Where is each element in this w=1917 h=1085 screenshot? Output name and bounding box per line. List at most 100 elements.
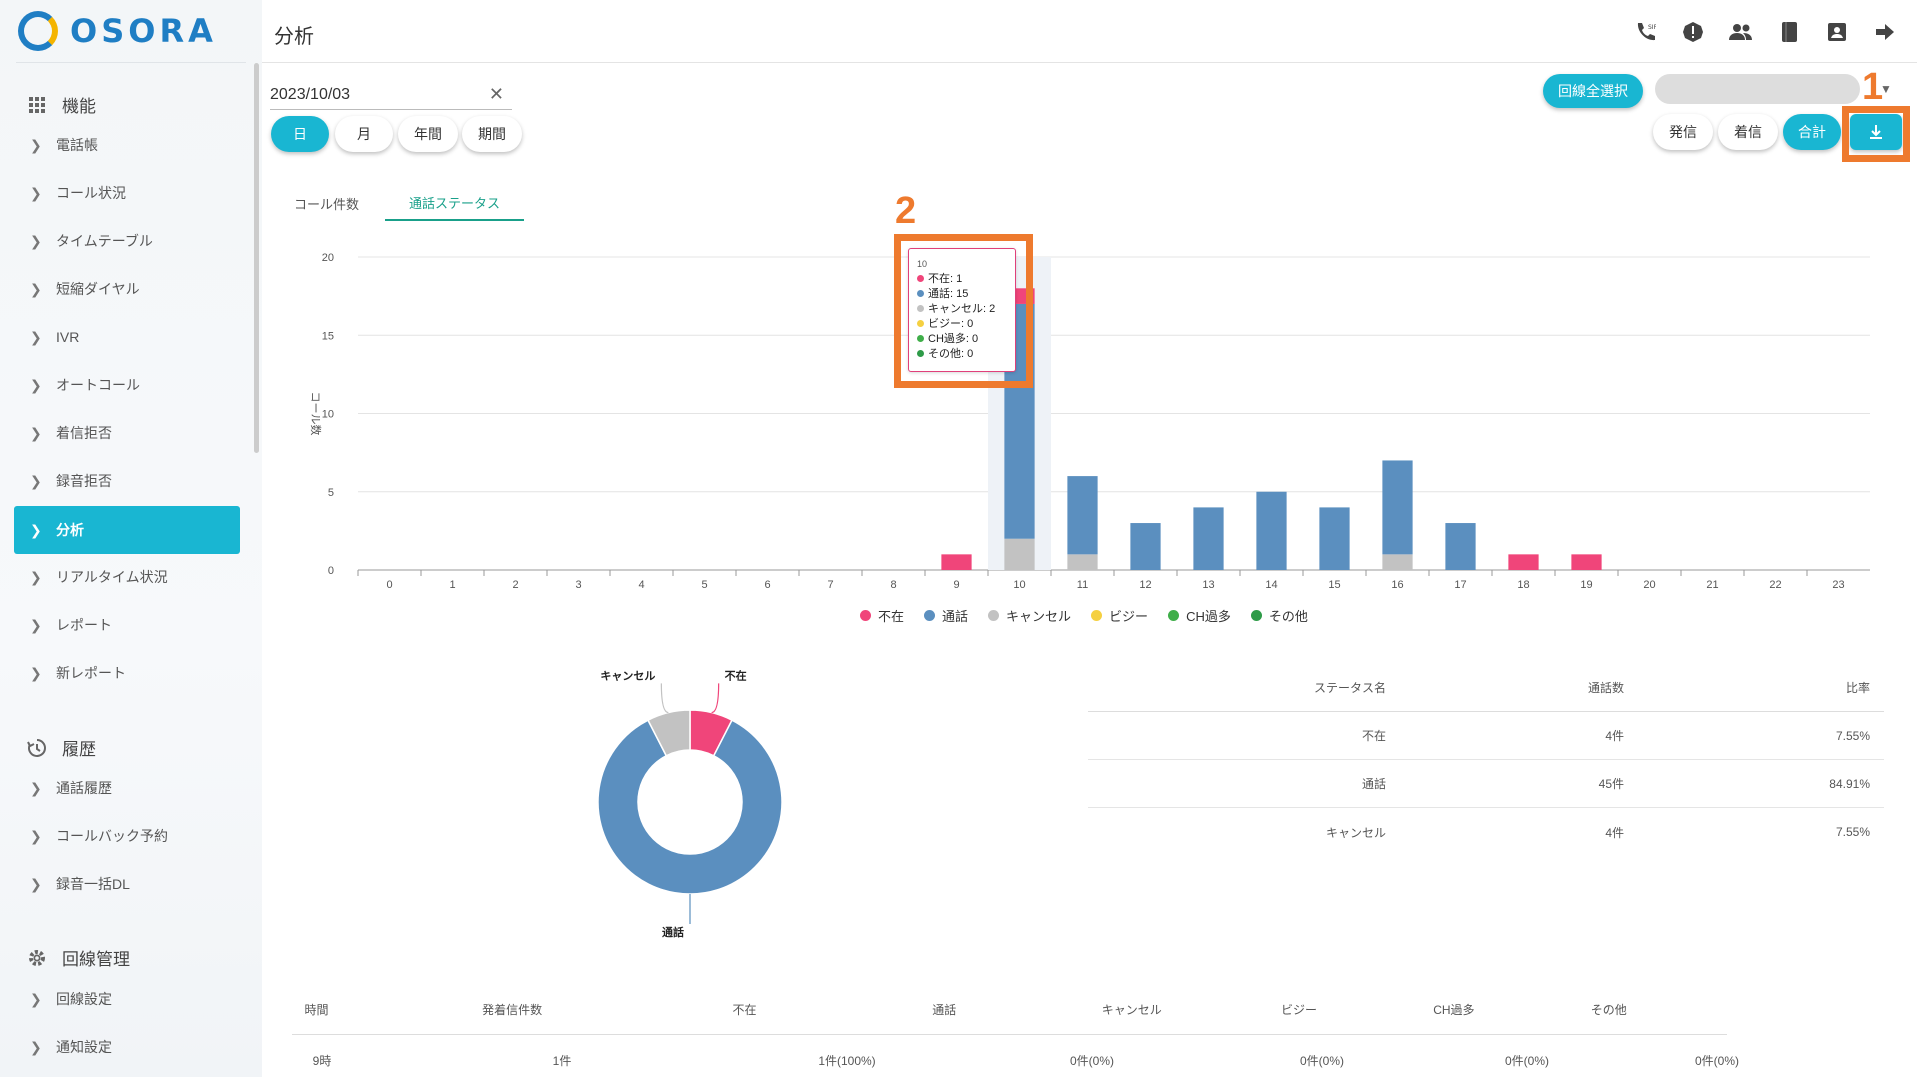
tab-call-status[interactable]: 通話ステータス — [385, 185, 525, 221]
period-month-button[interactable]: 月 — [335, 116, 393, 152]
bar-segment[interactable] — [1445, 523, 1476, 570]
sidebar-item-realtime[interactable]: ❯ リアルタイム状況 — [14, 553, 240, 601]
other-dot-icon — [917, 350, 924, 357]
legend-item-cancel[interactable]: キャンセル — [988, 606, 1071, 625]
clear-icon[interactable]: ✕ — [488, 84, 504, 104]
sidebar-item-autocall[interactable]: ❯ オートコール — [14, 361, 240, 409]
sidebar-item-phonebook[interactable]: ❯ 電話帳 — [14, 121, 240, 169]
sidebar-item-incoming-block[interactable]: ❯ 着信拒否 — [14, 409, 240, 457]
highlight-box-2 — [894, 234, 1033, 388]
chevron-down-icon[interactable]: ▼ — [1880, 82, 1892, 96]
chevron-right-icon: ❯ — [30, 424, 42, 441]
bar-segment[interactable] — [1130, 523, 1161, 570]
sidebar-item-speed-dial[interactable]: ❯ 短縮ダイヤル — [14, 265, 240, 313]
chevron-right-icon: ❯ — [30, 136, 42, 153]
incoming-button[interactable]: 着信 — [1718, 114, 1778, 150]
sidebar-item-ivr[interactable]: ❯ IVR — [14, 313, 240, 361]
sidebar-scrollbar[interactable] — [254, 63, 259, 453]
legend-item-absent[interactable]: 不在 — [860, 606, 904, 625]
sidebar-item-report[interactable]: ❯ レポート — [14, 601, 240, 649]
chevron-right-icon: ❯ — [30, 568, 42, 585]
total-button[interactable]: 合計 — [1783, 114, 1841, 150]
contact-icon[interactable] — [1823, 18, 1851, 46]
date-input[interactable]: 2023/10/03 ✕ — [270, 80, 512, 110]
chart-legend: 不在 通話 キャンセル ビジー CH過多 その他 — [860, 606, 1308, 625]
period-year-button[interactable]: 年間 — [398, 116, 458, 152]
sidebar-item-label: 通知設定 — [56, 1039, 112, 1055]
sidebar-item-notify-settings[interactable]: ❯ 通知設定 — [14, 1023, 240, 1071]
chevron-right-icon: ❯ — [30, 827, 42, 844]
tooltip-hour: 10 — [917, 259, 928, 269]
x-tick-label: 5 — [701, 579, 707, 591]
outgoing-button[interactable]: 発信 — [1653, 114, 1713, 150]
sidebar-item-call-history[interactable]: ❯ 通話履歴 — [14, 764, 240, 812]
bar-segment[interactable] — [1067, 554, 1098, 570]
x-tick-label: 19 — [1580, 579, 1592, 591]
x-tick-label: 6 — [764, 579, 770, 591]
sidebar-item-analysis[interactable]: ❯ 分析 — [14, 506, 240, 554]
sidebar-item-label: 分析 — [56, 522, 84, 538]
sidebar-item-new-report[interactable]: ❯ 新レポート — [14, 649, 240, 697]
donut-slice[interactable] — [597, 719, 783, 895]
sidebar-item-label: 着信拒否 — [56, 425, 112, 441]
download-icon — [1870, 125, 1882, 139]
bar-segment[interactable] — [1067, 476, 1098, 555]
bar-segment[interactable] — [1508, 554, 1539, 570]
top-header: 分析 SIP — [262, 0, 1917, 63]
svg-text:SIP: SIP — [1648, 24, 1656, 31]
osora-logo[interactable]: OSORA — [18, 10, 217, 52]
legend-item-busy[interactable]: ビジー — [1091, 606, 1148, 625]
select-all-lines-button[interactable]: 回線全選択 — [1543, 74, 1643, 108]
donut-label: 不在 — [725, 668, 747, 682]
talk-dot-icon — [917, 290, 924, 297]
period-range-button[interactable]: 期間 — [462, 116, 522, 152]
absent-dot-icon — [917, 275, 924, 282]
sidebar: OSORA 機能 ❯ 電話帳 ❯ コール状況 ❯ タイムテーブル ❯ 短縮ダイヤル ❯ I… — [0, 0, 262, 1077]
legend-item-ch-over[interactable]: CH過多 — [1168, 606, 1231, 625]
sidebar-item-line-settings[interactable]: ❯ 回線設定 — [14, 975, 240, 1023]
sidebar-item-record-block[interactable]: ❯ 録音拒否 — [14, 457, 240, 505]
sidebar-item-timetable[interactable]: ❯ タイムテーブル — [14, 217, 240, 265]
bar-segment[interactable] — [941, 554, 972, 570]
logout-icon[interactable] — [1871, 18, 1899, 46]
sidebar-item-bulk-dl[interactable]: ❯ 録音一括DL — [14, 860, 240, 908]
tab-call-count[interactable]: コール件数 — [294, 196, 360, 212]
sidebar-divider — [16, 62, 246, 63]
line-select[interactable] — [1655, 74, 1860, 104]
bar-segment[interactable] — [1319, 507, 1350, 570]
sidebar-item-label: 短縮ダイヤル — [56, 281, 140, 297]
legend-item-other[interactable]: その他 — [1250, 606, 1308, 625]
x-tick-label: 16 — [1391, 579, 1403, 591]
donut-slice[interactable] — [646, 709, 691, 757]
book-icon[interactable] — [1775, 18, 1803, 46]
tooltip-row: 不在: 1 — [917, 272, 1007, 287]
people-icon[interactable] — [1727, 18, 1755, 46]
tooltip-row: CH過多: 0 — [917, 332, 1007, 347]
chevron-right-icon: ❯ — [30, 1038, 42, 1055]
sip-phone-icon[interactable]: SIP — [1631, 18, 1659, 46]
table-row: 不在 4件 7.55% — [1088, 712, 1884, 760]
x-tick-label: 13 — [1202, 579, 1214, 591]
download-button[interactable] — [1850, 114, 1902, 150]
bar-segment[interactable] — [1193, 507, 1224, 570]
sidebar-item-label: タイムテーブル — [56, 233, 153, 249]
sidebar-item-label: コールバック予約 — [56, 828, 168, 844]
bar-segment[interactable] — [1382, 554, 1413, 570]
bar-segment[interactable] — [1004, 538, 1035, 570]
header-call-count: 通話数 — [1587, 681, 1624, 695]
x-tick-label: 17 — [1454, 579, 1466, 591]
x-tick-label: 7 — [827, 579, 833, 591]
chevron-right-icon: ❯ — [30, 376, 42, 393]
sidebar-item-call-status[interactable]: ❯ コール状況 — [14, 169, 240, 217]
bar-segment[interactable] — [1571, 554, 1602, 570]
legend-item-talk[interactable]: 通話 — [924, 606, 968, 625]
bar-segment[interactable] — [1256, 491, 1287, 570]
period-day-button[interactable]: 日 — [271, 116, 329, 152]
chevron-right-icon: ❯ — [30, 232, 42, 249]
logo-text: OSORA — [70, 12, 217, 50]
chevron-right-icon: ❯ — [30, 328, 42, 345]
sidebar-item-callback[interactable]: ❯ コールバック予約 — [14, 812, 240, 860]
alert-icon[interactable] — [1679, 18, 1707, 46]
bar-segment[interactable] — [1382, 460, 1413, 555]
